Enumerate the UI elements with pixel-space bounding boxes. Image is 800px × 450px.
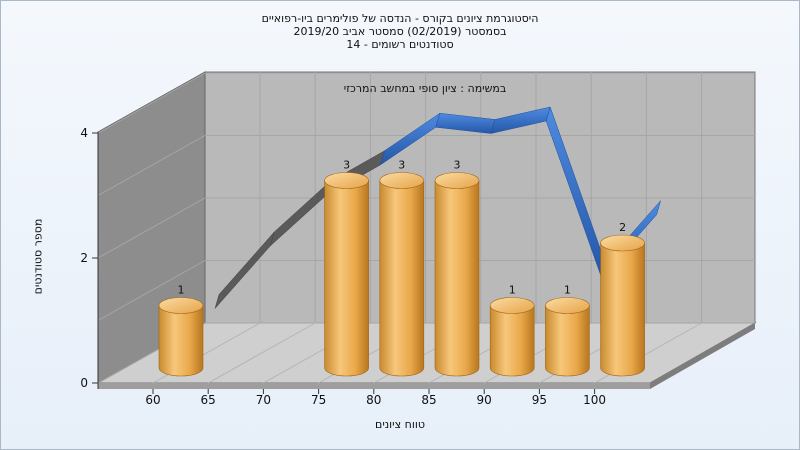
bar-body: [545, 305, 590, 377]
bar-top: [379, 172, 425, 189]
x-tick-label: 95: [532, 393, 547, 407]
bar: 1: [158, 284, 204, 377]
bar: 1: [545, 284, 590, 377]
y-tick-label: 4: [80, 126, 88, 140]
bar-body: [379, 180, 425, 377]
bar-top: [489, 297, 535, 314]
bar-top: [324, 172, 369, 189]
chart-subtitle: במשימה : ציון סופי במחשב המרכזי: [344, 82, 507, 95]
bar: 3: [324, 159, 369, 377]
floor-side-edge: [650, 323, 755, 389]
x-tick-label: 70: [256, 393, 271, 407]
bar-top: [158, 297, 204, 314]
bar-body: [600, 242, 645, 377]
bar-data-label: 3: [343, 159, 350, 172]
x-tick-label: 80: [366, 393, 381, 407]
chart-title-line-2: בסמסטר (02/2019) סמסטר אביב 2019/20: [293, 25, 507, 38]
bar-body: [324, 180, 369, 377]
bar-body: [434, 180, 480, 377]
x-tick-label: 65: [201, 393, 216, 407]
bar-top: [434, 172, 480, 189]
chart-title-line-1: היסטוגרמת ציונים בקורס - הנדסה של פולימר…: [261, 12, 539, 25]
tick-labels: 0 2 4 60 65 70 75 80 85 90 95 100: [80, 126, 606, 407]
bar-data-label: 1: [564, 284, 571, 297]
axes: [92, 132, 596, 394]
bar-data-label: 3: [398, 159, 405, 172]
bars: 1 3 3 3 1 1 2: [158, 159, 645, 377]
bar: 3: [379, 159, 425, 377]
chart-title-line-3: סטודנטים רשומים - 14: [346, 38, 454, 51]
bar: 3: [434, 159, 480, 377]
x-tick-label: 90: [477, 393, 492, 407]
grid-line-floor: [207, 322, 316, 384]
grid-line-side: [97, 260, 206, 321]
bar-top: [545, 297, 590, 314]
grid-line-side: [97, 197, 206, 259]
grid-line-side: [97, 135, 206, 196]
x-tick-label: 85: [421, 393, 436, 407]
bar-body: [158, 305, 204, 377]
bar-data-label: 1: [509, 284, 516, 297]
bar: 1: [489, 284, 535, 377]
bar-data-label: 1: [178, 284, 185, 297]
floor-edge: [98, 383, 650, 389]
x-tick-label: 75: [311, 393, 326, 407]
bar-body: [489, 305, 535, 377]
x-tick-label: 60: [145, 393, 160, 407]
bar: 2: [600, 221, 645, 377]
y-tick-label: 2: [80, 251, 88, 265]
bar-data-label: 2: [619, 221, 626, 234]
grid-line-side: [97, 72, 206, 134]
bar-data-label: 3: [454, 159, 461, 172]
y-tick-label: 0: [80, 376, 88, 390]
x-axis-label: טווח ציונים: [375, 418, 425, 431]
bar-top: [600, 234, 645, 252]
x-tick-label: 100: [583, 393, 606, 407]
